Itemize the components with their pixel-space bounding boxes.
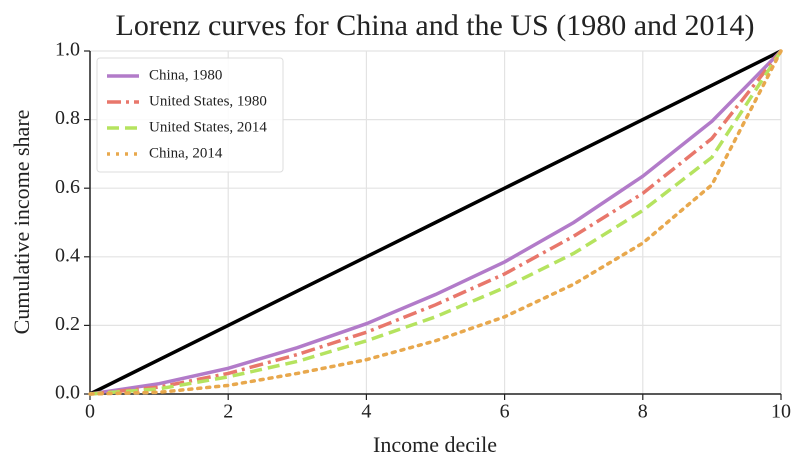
line-series: [89, 50, 783, 396]
y-tick-label: 0.0: [55, 382, 80, 404]
y-tick-label: 0.6: [55, 176, 80, 198]
legend-box: [96, 57, 284, 173]
chart-title: Lorenz curves for China and the US (1980…: [116, 9, 755, 42]
legend-label: United States, 1980: [149, 93, 267, 109]
legend-label: China, 2014: [149, 145, 223, 161]
legend-label: China, 1980: [149, 67, 222, 83]
x-tick-label: 0: [85, 401, 95, 423]
x-axis-label: Income decile: [373, 432, 497, 457]
x-tick-label: 8: [638, 401, 648, 423]
line-series: [89, 49, 783, 396]
y-axis-label: Cumulative income share: [9, 110, 34, 335]
y-tick-label: 1.0: [55, 39, 80, 61]
x-tick-label: 6: [500, 401, 510, 423]
legend: China, 1980 United States, 1980 United Sta…: [96, 57, 284, 173]
y-tick-label: 0.8: [55, 107, 80, 129]
line-series: [89, 49, 782, 396]
x-tick-label: 4: [361, 401, 371, 423]
line-series: [88, 49, 783, 396]
y-tick-label: 0.2: [55, 313, 80, 335]
x-tick-label: 2: [223, 401, 233, 423]
x-tick-label: 10: [771, 401, 791, 423]
legend-label: United States, 2014: [149, 119, 267, 135]
y-tick-label: 0.4: [55, 244, 80, 266]
line-series: [89, 49, 783, 396]
